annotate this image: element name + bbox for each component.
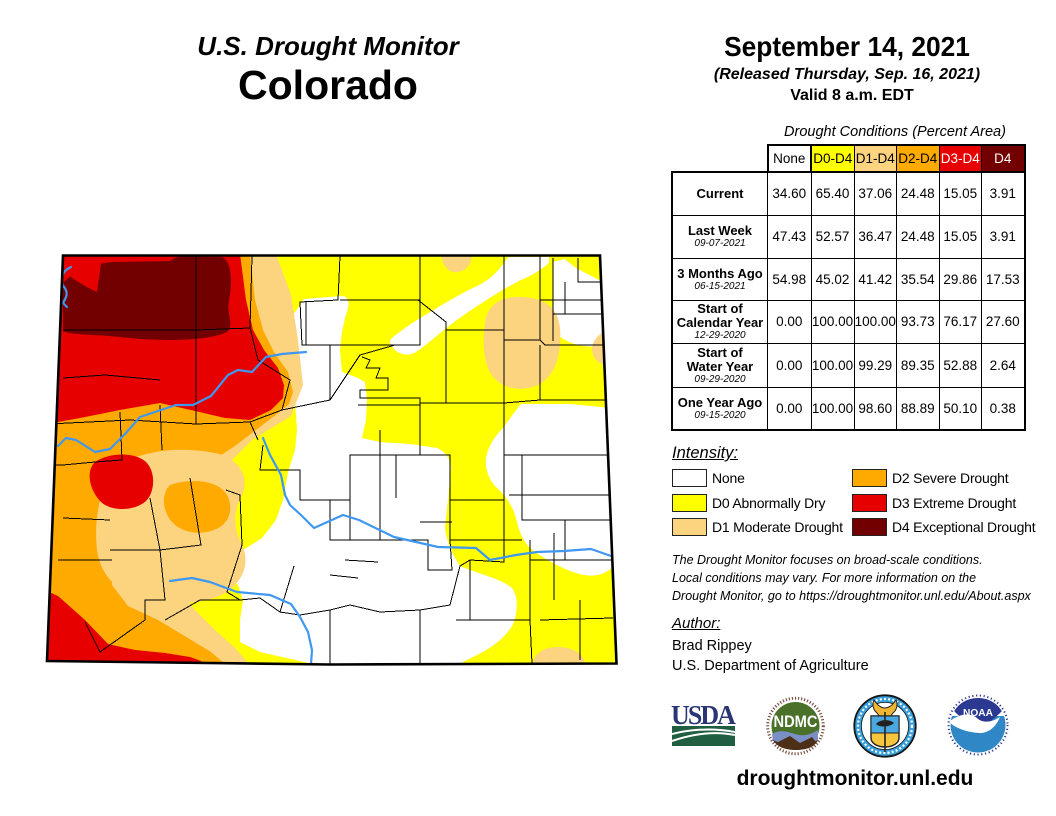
svg-text:NOAA: NOAA <box>963 708 993 719</box>
svg-text:NDMC: NDMC <box>774 713 818 731</box>
svg-text:USDA: USDA <box>671 700 736 730</box>
